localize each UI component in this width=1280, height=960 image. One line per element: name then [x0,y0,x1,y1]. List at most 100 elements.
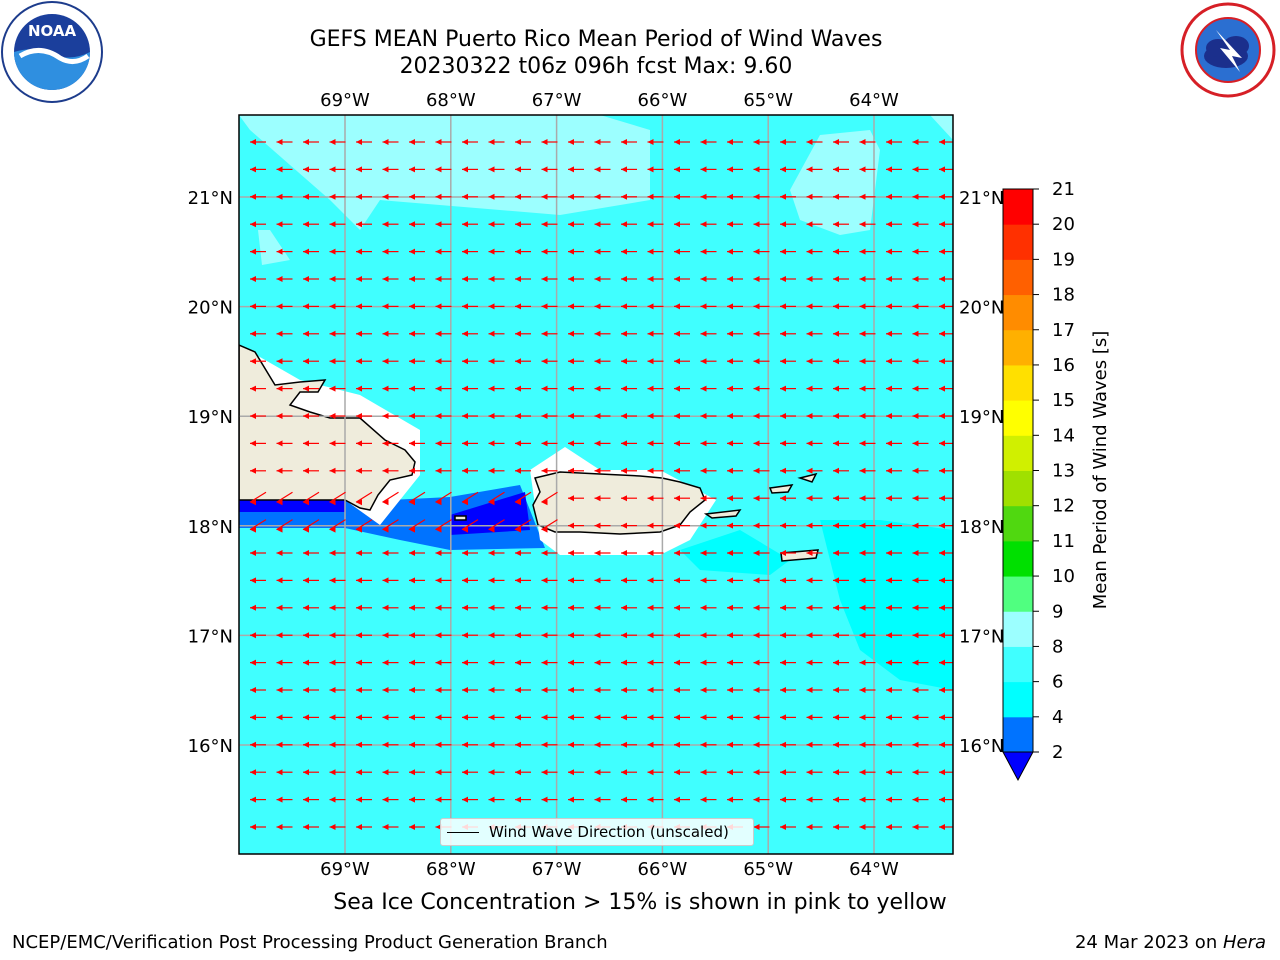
direction-arrow [912,577,929,584]
direction-arrow [886,796,902,803]
direction-arrow [329,550,346,556]
direction-arrow [435,139,452,145]
lon-label-bottom: 65°W [743,859,793,880]
direction-arrow [806,358,823,365]
contour-patch [820,520,953,690]
direction-arrow [594,796,611,803]
direction-arrow [594,659,611,666]
direction-arrow [886,769,902,776]
direction-arrow [329,519,346,533]
direction-arrow [568,193,584,200]
direction-arrow [700,303,717,310]
direction-arrow [700,687,717,693]
direction-arrow [621,796,637,803]
direction-arrow [356,604,372,611]
direction-arrow [753,193,770,200]
colorbar-segment [1003,505,1033,542]
direction-arrow [621,604,637,611]
direction-arrow [409,659,425,666]
direction-arrow [541,139,558,145]
direction-arrow [621,714,637,721]
direction-arrow [250,659,266,666]
direction-arrow [250,714,266,721]
direction-arrow [780,577,796,584]
direction-arrow [727,796,743,803]
direction-arrow [568,413,584,419]
direction-arrow [833,330,849,337]
direction-arrow [780,796,796,803]
direction-arrow [753,467,770,474]
direction-arrow [912,303,929,310]
direction-arrow [488,139,505,145]
direction-arrow [806,248,823,255]
direction-arrow [912,659,929,666]
direction-arrow [859,221,876,228]
direction-arrow [674,550,690,556]
direction-arrow [886,221,902,228]
direction-arrow [859,467,876,474]
direction-arrow [409,248,425,255]
direction-arrow [409,796,425,803]
direction-arrow [700,741,717,748]
direction-arrow [568,467,584,474]
colorbar-tick-label: 9 [1052,601,1063,622]
direction-arrow [541,330,558,337]
direction-arrow [780,413,796,419]
direction-arrow [806,139,823,145]
direction-arrow [780,741,796,748]
direction-arrow [753,714,770,721]
direction-arrow [488,193,505,200]
direction-arrow [488,440,505,447]
direction-arrow [435,796,452,803]
direction-arrow [912,385,929,392]
direction-arrow [276,604,293,611]
direction-arrow [886,139,902,145]
direction-arrow [303,385,319,392]
lon-label-top: 67°W [532,90,582,111]
direction-arrow [727,276,743,282]
direction-arrow [303,330,319,337]
direction-arrow [462,604,478,611]
direction-arrow [382,248,399,255]
direction-arrow [409,550,425,556]
direction-arrow [912,604,929,611]
direction-arrow [647,550,664,556]
direction-arrow [700,632,717,639]
direction-arrow [356,413,372,419]
direction-arrow [886,276,902,282]
direction-arrow [515,550,531,556]
direction-arrow [356,193,372,200]
direction-arrow [859,330,876,337]
lat-label-left: 17°N [188,626,233,647]
direction-arrow [488,330,505,337]
direction-arrow [329,385,346,392]
direction-arrow [488,632,505,639]
direction-arrow [833,659,849,666]
direction-arrow [780,604,796,611]
direction-arrow [435,467,452,474]
lat-label-left: 20°N [188,298,233,319]
direction-arrow [912,769,929,776]
direction-arrow [488,491,505,506]
direction-arrow [303,358,319,365]
direction-arrow [886,824,902,830]
direction-arrow [700,330,717,337]
direction-arrow [515,741,531,748]
direction-arrow [780,659,796,666]
direction-arrow [912,632,929,639]
direction-arrow [647,632,664,639]
direction-arrow [329,440,346,447]
direction-arrow [250,604,266,611]
sea-ice-note: Sea Ice Concentration > 15% is shown in … [333,890,947,915]
direction-arrow [541,166,558,173]
direction-arrow [409,358,425,365]
direction-arrow [356,687,372,693]
direction-arrow [700,139,717,145]
direction-arrow [250,741,266,748]
direction-arrow [594,330,611,337]
direction-arrow [356,714,372,721]
direction-arrow [568,166,584,173]
direction-arrow [833,385,849,392]
direction-arrow [833,495,849,502]
direction-arrow [276,385,293,392]
